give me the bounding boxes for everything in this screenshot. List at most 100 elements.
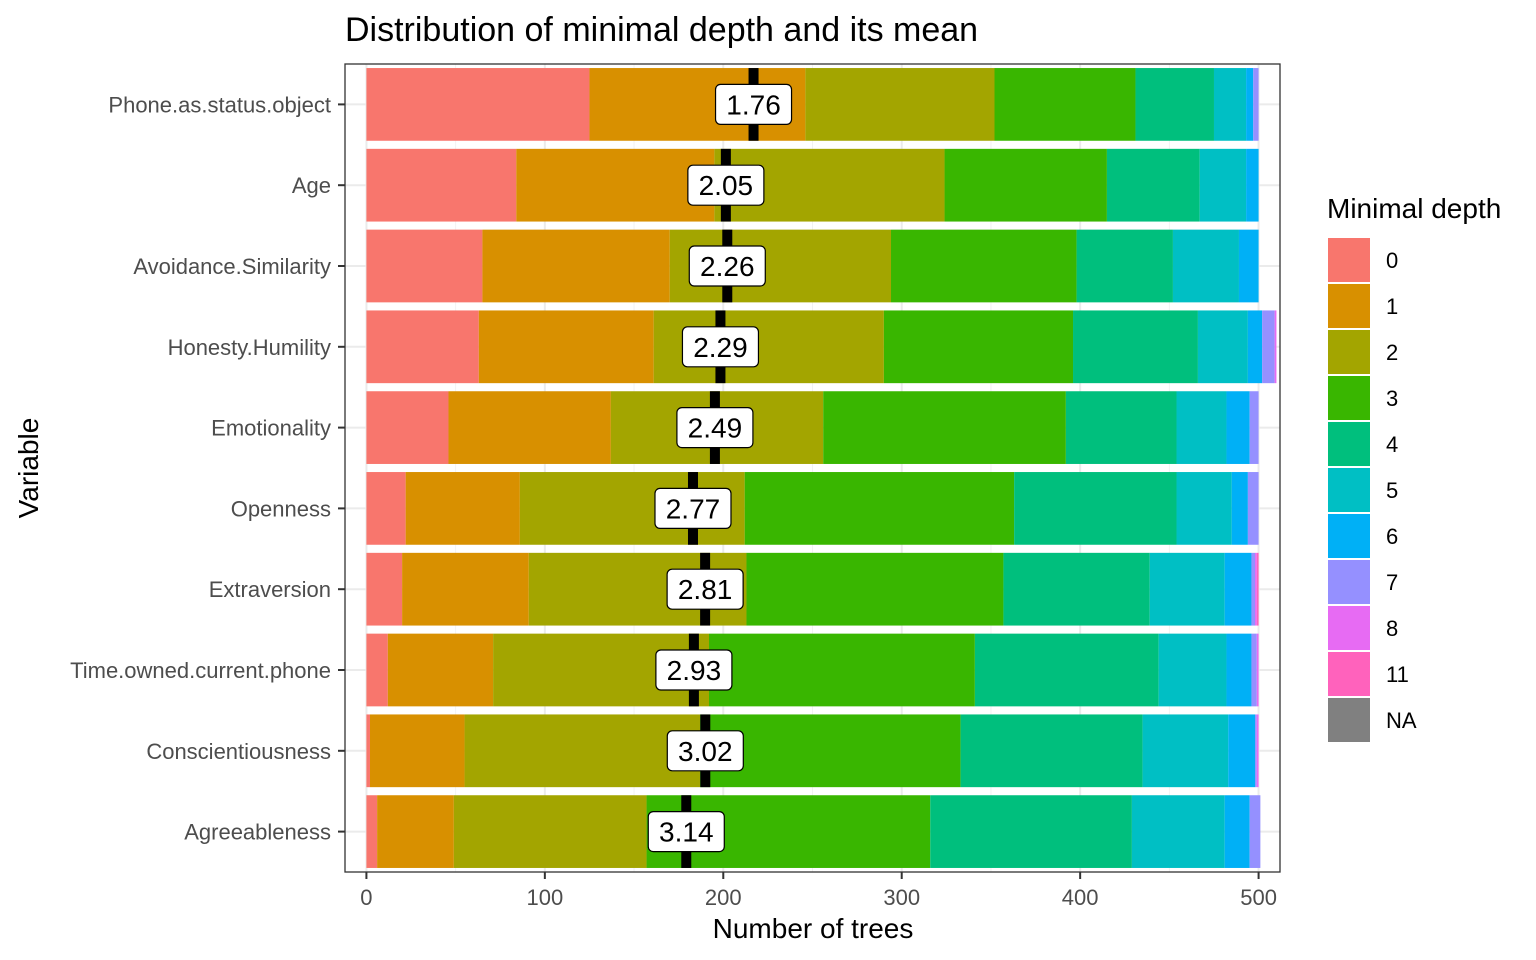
legend-label-5: 5 (1386, 478, 1398, 503)
bar-segment-depth-2 (453, 795, 647, 868)
bar-segment-depth-5 (1199, 148, 1247, 222)
bar-segment-depth-6 (1224, 552, 1252, 626)
bar-segment-depth-1 (448, 391, 611, 464)
bar-segment-depth-7 (1251, 552, 1256, 626)
bar-segment-depth-3 (746, 552, 1004, 626)
legend-key-7 (1328, 560, 1370, 604)
bar-segment-depth-4 (960, 714, 1143, 788)
mean-label-box (654, 487, 732, 529)
bar-segment-depth-7 (1251, 633, 1257, 707)
y-tick-label: Age (292, 173, 331, 198)
bar-segment-depth-4 (1065, 391, 1177, 464)
bar-segment-depth-4 (1014, 472, 1177, 545)
x-tick-label: 500 (1240, 885, 1277, 910)
bar-segment-depth-4 (930, 795, 1132, 868)
bar-segment-depth-8 (1274, 310, 1277, 384)
mean-label-group: 2.93 (655, 649, 733, 691)
mean-label-group: 2.29 (681, 326, 760, 368)
bar-segment-depth-6 (1226, 633, 1252, 707)
bar-segment-depth-4 (1073, 310, 1198, 384)
bar-segment-depth-6 (1228, 714, 1256, 788)
bar-segment-depth-5 (1158, 633, 1227, 707)
plot-panel: 1.76 2.05 2.26 2.29 2.49 2.77 2.81 2.93 3.02 3.14 (344, 63, 1281, 873)
mean-label: 2.81 (678, 574, 733, 605)
bar-segment-depth-7 (1249, 391, 1259, 464)
bar-segment-depth-1 (369, 714, 465, 788)
legend-key-0 (1328, 238, 1370, 282)
y-tick-label: Phone.as.status.object (108, 92, 331, 117)
bar-segment-depth-8 (1256, 633, 1259, 707)
bar-segment-depth-3 (823, 391, 1066, 464)
x-tick-label: 400 (1062, 885, 1099, 910)
mean-label-group: 3.14 (647, 810, 725, 853)
bar-segment-depth-5 (1176, 472, 1232, 545)
legend-label-0: 0 (1386, 248, 1398, 273)
bar-segment-depth-0 (366, 472, 406, 545)
bar-segment-depth-4 (1003, 552, 1150, 626)
mean-label-box (666, 730, 744, 772)
mean-label: 2.77 (666, 493, 721, 524)
mean-label-box (676, 407, 754, 449)
y-tick-label: Emotionality (211, 416, 331, 441)
legend-key-4 (1328, 422, 1370, 466)
legend-key-3 (1328, 376, 1370, 420)
bar-segment-depth-1 (482, 229, 670, 303)
mean-label-group: 2.77 (654, 487, 732, 529)
bar-segment-depth-4 (1106, 148, 1200, 222)
mean-label-box (688, 245, 766, 287)
mean-label-group: 2.49 (676, 407, 754, 449)
bar-segment-depth-2 (464, 714, 701, 788)
x-tick-label: 300 (883, 885, 920, 910)
mean-label-group: 3.02 (666, 730, 744, 772)
x-axis-title: Number of trees (713, 913, 914, 944)
mean-label-group: 2.81 (666, 568, 744, 610)
bar-segment-depth-6 (1238, 229, 1259, 303)
y-tick-label: Extraversion (209, 577, 331, 602)
legend-key-NA (1328, 698, 1370, 742)
legend-key-11 (1328, 652, 1370, 696)
bar-segment-depth-6 (1247, 310, 1263, 384)
y-tick-label: Openness (231, 496, 331, 521)
legend-key-2 (1328, 330, 1370, 374)
bar-segment-depth-0 (366, 68, 590, 141)
bar-segment-depth-1 (516, 148, 715, 222)
bar-segment-depth-5 (1149, 552, 1225, 626)
mean-label-box (647, 810, 725, 853)
mean-label-box (687, 164, 765, 206)
x-axis: 0 100 200 300 400 500 (360, 872, 1277, 910)
x-tick-label: 200 (705, 885, 742, 910)
bar-segment-depth-1 (405, 472, 520, 545)
bar-segment-depth-7 (1262, 310, 1275, 384)
legend-label-11: 11 (1386, 662, 1409, 687)
bar-segment-depth-1 (478, 310, 654, 384)
legend-label-8: 8 (1386, 616, 1398, 641)
bar-segment-depth-0 (366, 633, 388, 707)
mean-label-box (681, 326, 760, 368)
mean-label: 2.93 (667, 655, 722, 686)
bar-segment-depth-6 (1226, 391, 1250, 464)
bar-segment-depth-1 (377, 795, 454, 868)
x-tick-label: 100 (526, 885, 563, 910)
bar-segment-depth-1 (387, 633, 494, 707)
bar-segment-depth-5 (1213, 68, 1247, 141)
legend-key-5 (1328, 468, 1370, 512)
chart-title: Distribution of minimal depth and its me… (345, 11, 978, 49)
y-tick-label: Conscientiousness (146, 739, 331, 764)
mean-label-box (655, 649, 733, 691)
y-tick-label: Honesty.Humility (168, 335, 331, 360)
legend-label-4: 4 (1386, 432, 1398, 457)
bar-segment-depth-5 (1197, 310, 1248, 384)
bar-segment-depth-3 (891, 229, 1077, 303)
bar-segment-depth-1 (402, 552, 529, 626)
bar-segment-depth-0 (366, 148, 517, 222)
legend-label-7: 7 (1386, 570, 1398, 595)
legend-label-2: 2 (1386, 340, 1398, 365)
mean-label-box (666, 568, 744, 610)
legend-label-NA: NA (1386, 708, 1417, 733)
mean-label: 2.29 (693, 332, 748, 363)
bar-segment-depth-0 (366, 229, 483, 303)
bar-segment-depth-5 (1176, 391, 1227, 464)
mean-label-group: 2.26 (688, 245, 766, 287)
mean-label: 3.02 (678, 736, 733, 767)
